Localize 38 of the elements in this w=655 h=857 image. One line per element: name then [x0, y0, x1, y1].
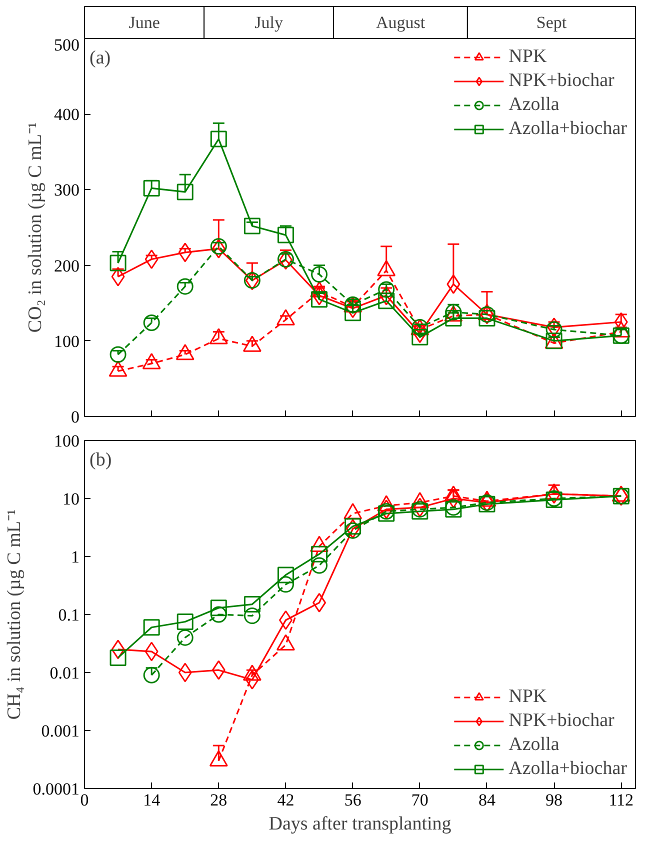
legend-label: NPK+biochar: [508, 710, 614, 732]
legend-label: NPK: [508, 46, 547, 68]
legend-label: Azolla: [508, 94, 560, 116]
x-tick-label: 42: [277, 790, 294, 810]
y-tick-label: 200: [54, 256, 80, 276]
y-tick-label: 0.0001: [32, 780, 80, 798]
x-tick-label: 56: [344, 790, 362, 810]
text: July: [254, 13, 284, 32]
annotation: (b): [90, 450, 112, 470]
text: June: [128, 13, 160, 32]
y-tick-label: 1: [71, 548, 80, 566]
y-tick-label: 100: [54, 332, 80, 351]
y-tick-label: 500: [54, 36, 80, 54]
y-tick-label: 0.01: [50, 664, 80, 682]
y-tick-label: 0.001: [41, 722, 80, 740]
legend-label: Azolla: [508, 734, 560, 756]
text: August: [376, 13, 426, 32]
y-tick-label: 400: [54, 105, 80, 124]
x-tick-label: 28: [210, 790, 228, 810]
x-tick-label: 84: [478, 790, 496, 810]
y-tick-label: 300: [54, 180, 80, 200]
y-tick-label: 10: [62, 490, 80, 508]
y-tick-label: 0.1: [58, 606, 80, 624]
legend-label: NPK: [508, 686, 547, 708]
legend-label: Azolla+biochar: [508, 758, 627, 780]
text: Sept: [536, 13, 567, 32]
y-axis-title: CH₄ in solution (µg C mL⁻¹: [4, 509, 25, 720]
y-axis-title: CO₂ in solution (µg C mL⁻¹: [25, 122, 46, 333]
y-tick-label: 100: [54, 432, 80, 450]
x-axis-title: Days after transplanting: [268, 814, 452, 834]
legend-label: NPK+biochar: [508, 70, 614, 92]
x-tick-label: 14: [143, 790, 161, 810]
x-tick-label: 112: [608, 790, 634, 810]
annotation: (a): [90, 48, 111, 68]
y-tick-label: 0: [71, 408, 80, 426]
x-tick-label: 98: [546, 790, 563, 810]
legend-label: Azolla+biochar: [508, 118, 627, 140]
x-tick-label: 70: [411, 790, 428, 810]
